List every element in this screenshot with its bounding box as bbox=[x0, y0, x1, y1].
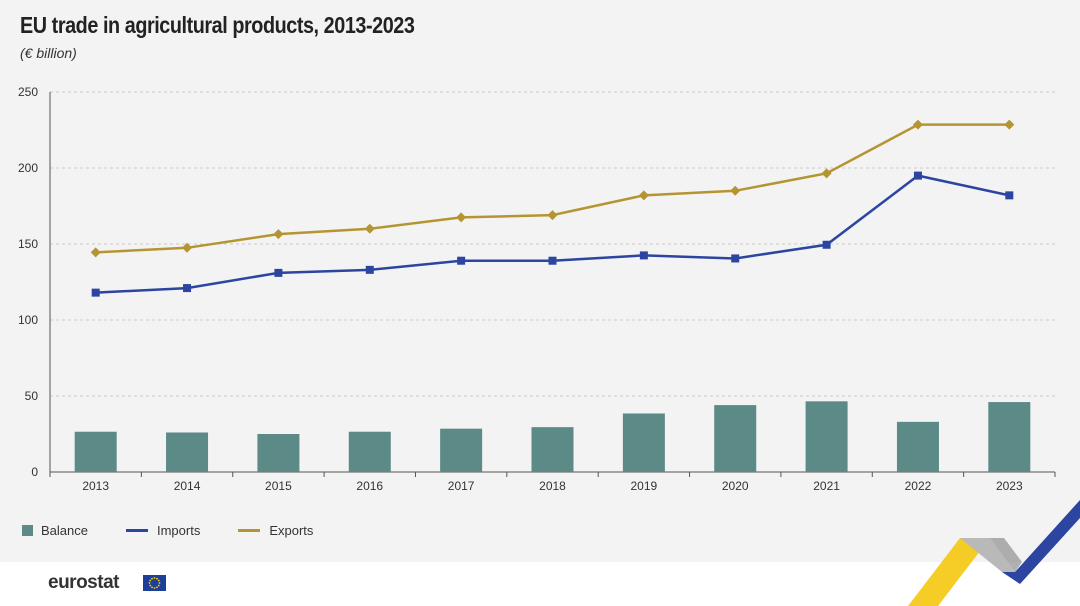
x-tick-label: 2014 bbox=[174, 479, 201, 493]
x-tick-label: 2019 bbox=[631, 479, 658, 493]
point-imports bbox=[822, 240, 831, 249]
point-imports bbox=[183, 284, 192, 293]
point-imports bbox=[457, 256, 466, 265]
bar-balance bbox=[988, 402, 1031, 472]
legend-item-balance: Balance bbox=[22, 523, 88, 538]
x-tick-label: 2013 bbox=[82, 479, 109, 493]
legend-swatch-exports bbox=[238, 529, 261, 532]
point-exports bbox=[90, 247, 101, 258]
footer: eurostat bbox=[0, 562, 1080, 606]
legend-label-imports: Imports bbox=[156, 523, 201, 538]
point-imports bbox=[731, 254, 740, 263]
line-exports bbox=[95, 123, 1010, 254]
x-tick-label: 2022 bbox=[905, 479, 932, 493]
point-imports bbox=[91, 288, 100, 297]
point-exports bbox=[1004, 119, 1015, 130]
chart-title: EU trade in agricultural products, 2013-… bbox=[20, 12, 415, 38]
point-exports bbox=[638, 190, 649, 201]
bar-balance bbox=[74, 431, 117, 472]
bar-balance bbox=[257, 434, 300, 472]
bar-balance bbox=[896, 421, 939, 472]
x-tick-label: 2017 bbox=[448, 479, 475, 493]
bar-balance bbox=[531, 427, 574, 472]
x-tick-label: 2016 bbox=[356, 479, 383, 493]
point-imports bbox=[913, 171, 922, 180]
legend-label-balance: Balance bbox=[41, 523, 88, 538]
point-imports bbox=[365, 265, 374, 274]
y-tick-label: 0 bbox=[31, 465, 38, 479]
bar-balance bbox=[166, 432, 209, 472]
point-exports bbox=[456, 212, 467, 223]
line-imports bbox=[95, 174, 1010, 294]
y-tick-label: 200 bbox=[18, 161, 38, 175]
point-imports bbox=[548, 256, 557, 265]
legend: Balance Imports Exports bbox=[22, 523, 341, 538]
point-imports bbox=[639, 251, 648, 260]
y-tick-label: 150 bbox=[18, 237, 38, 251]
eu-flag-icon bbox=[143, 575, 166, 591]
legend-item-exports: Exports bbox=[238, 523, 313, 538]
bar-balance bbox=[440, 428, 483, 472]
point-exports bbox=[912, 119, 923, 130]
point-exports bbox=[730, 185, 741, 196]
x-tick-label: 2020 bbox=[722, 479, 749, 493]
point-exports bbox=[547, 210, 558, 221]
point-imports bbox=[274, 268, 283, 277]
x-tick-label: 2018 bbox=[539, 479, 566, 493]
y-tick-label: 100 bbox=[18, 313, 38, 327]
point-imports bbox=[1005, 191, 1014, 200]
y-tick-label: 50 bbox=[25, 389, 39, 403]
x-tick-label: 2023 bbox=[996, 479, 1023, 493]
point-exports bbox=[273, 229, 284, 240]
legend-label-exports: Exports bbox=[269, 523, 314, 538]
bar-balance bbox=[805, 401, 848, 472]
decorative-chevron-graphic bbox=[908, 500, 1080, 606]
point-exports bbox=[821, 168, 832, 179]
legend-item-imports: Imports bbox=[125, 523, 201, 538]
bar-balance bbox=[348, 431, 391, 472]
x-tick-label: 2015 bbox=[265, 479, 292, 493]
x-tick-label: 2021 bbox=[813, 479, 840, 493]
point-exports bbox=[364, 223, 375, 234]
legend-swatch-imports bbox=[125, 529, 148, 532]
chart-subtitle: (€ billion) bbox=[20, 45, 77, 61]
chart-area: 0 50 100 150 200 250 2013 2014 2015 2016 2017 2018 2… bbox=[18, 85, 1056, 493]
legend-swatch-balance bbox=[22, 525, 33, 536]
point-exports bbox=[182, 242, 193, 253]
eurostat-logo: eurostat bbox=[48, 572, 119, 593]
bar-balance bbox=[622, 413, 665, 472]
y-tick-label: 250 bbox=[18, 85, 38, 99]
bar-balance bbox=[714, 405, 757, 472]
